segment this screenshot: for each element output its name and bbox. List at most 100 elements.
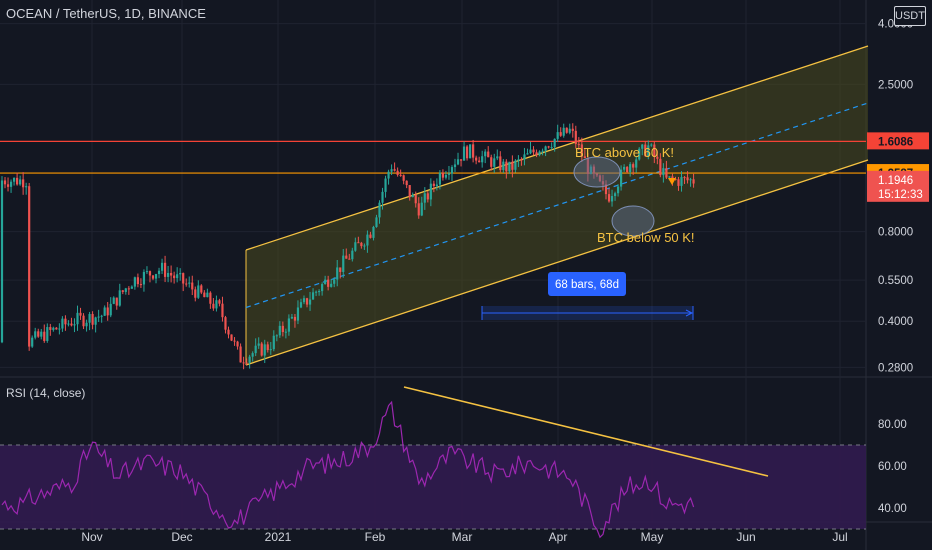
channel-midline [245, 102, 869, 309]
time-tick-label: Mar [452, 530, 473, 544]
candle-body [345, 255, 348, 259]
candle-body [100, 315, 103, 317]
candle-body [604, 184, 608, 195]
highlight-ellipse-top [573, 156, 621, 188]
candle-body [475, 157, 478, 161]
annotations: BTC above 60 K! BTC below 50 K! 68 bars, 6… [481, 145, 695, 320]
candle-body [354, 242, 357, 251]
highlight-ellipse-bottom [611, 205, 655, 237]
candle-body [432, 183, 435, 187]
candle-body [459, 159, 463, 161]
candle-body [616, 186, 620, 194]
annotation-btc-above: BTC above 60 K! [575, 145, 674, 160]
candle-body [206, 292, 209, 298]
candle-body [659, 158, 662, 176]
candle-body [145, 271, 149, 273]
candle-body [629, 164, 632, 173]
symbol-title[interactable]: OCEAN / TetherUS, 1D, BINANCE [6, 6, 206, 21]
candle-body [650, 144, 653, 146]
measure-label-box [548, 272, 626, 296]
candle-body [245, 362, 248, 364]
candle-body [221, 303, 224, 318]
candle-body [523, 154, 526, 160]
candle-body [378, 202, 381, 218]
candle-body [46, 327, 49, 341]
candle-body [91, 314, 94, 325]
annotation-btc-below: BTC below 50 K! [597, 230, 695, 245]
candle-body [535, 152, 538, 156]
candle-body [70, 323, 73, 326]
time-axis: Nov Dec 2021 Feb Mar Apr May Jun Jul [81, 530, 847, 544]
candle-body [441, 172, 445, 178]
candle-body [559, 132, 562, 136]
candle-body [94, 317, 97, 325]
candle-body [683, 177, 686, 179]
candle-body [668, 176, 671, 178]
candle-body [384, 178, 387, 192]
candle-body [218, 300, 221, 304]
candle-body [465, 146, 469, 159]
candle-body [529, 149, 532, 154]
time-tick-label: Apr [549, 530, 568, 544]
candle-body [447, 173, 451, 175]
candle-body [499, 156, 502, 170]
candle-body [148, 271, 152, 276]
candle-body [342, 255, 345, 272]
candle-body [224, 317, 227, 330]
candle-body [580, 144, 583, 157]
price-line-label: 1.6086 [878, 136, 913, 148]
candle-body [233, 340, 236, 342]
candle-body [305, 298, 309, 305]
candle-body [281, 325, 284, 332]
candlestick-series [0, 123, 695, 370]
candle-body [336, 267, 339, 280]
candle-body [674, 179, 677, 181]
candle-body [502, 161, 505, 170]
candle-body [163, 262, 167, 277]
rsi-tick-label: 60.00 [878, 461, 907, 473]
price-tick-label: 0.5500 [878, 275, 913, 287]
candle-body [121, 290, 124, 292]
candle-body [472, 144, 475, 158]
candle-body [194, 289, 197, 298]
candle-body [3, 180, 7, 185]
candle-body [456, 159, 460, 165]
candle-body [538, 151, 541, 156]
candle-body [360, 242, 363, 247]
candle-body [278, 325, 281, 336]
candle-body [623, 166, 626, 170]
candle-body [176, 274, 179, 279]
rsi-trendline [403, 386, 769, 477]
price-axis: 96.00004.00002.50000.80000.55000.40000.2… [867, 19, 929, 515]
candle-body [88, 314, 91, 323]
candle-body [423, 193, 426, 203]
candle-body [302, 298, 306, 303]
candle-body [136, 277, 139, 285]
candle-body [351, 250, 354, 260]
candle-body [260, 343, 263, 356]
candle-body [324, 279, 327, 285]
candle-body [665, 168, 668, 178]
rsi-title[interactable]: RSI (14, close) [6, 386, 86, 400]
price-tick-label: 0.4000 [878, 316, 913, 328]
candle-body [308, 299, 312, 305]
candle-body [656, 156, 659, 159]
candle-body [363, 245, 366, 247]
time-tick-label: Dec [171, 530, 192, 544]
candle-body [28, 186, 31, 347]
candle-body [583, 156, 586, 159]
candle-body [212, 303, 215, 309]
candle-body [526, 153, 529, 155]
candle-body [414, 195, 417, 204]
candle-body [547, 146, 550, 148]
last-price-tag [867, 170, 929, 202]
candle-body [200, 285, 203, 293]
currency-button[interactable]: USDT [894, 6, 926, 26]
candle-body [444, 174, 448, 178]
candle-body [514, 160, 517, 170]
candle-body [284, 331, 287, 333]
candle-body [82, 315, 85, 327]
horizontal-price-lines [0, 140, 866, 174]
rsi-indicator [0, 386, 866, 539]
